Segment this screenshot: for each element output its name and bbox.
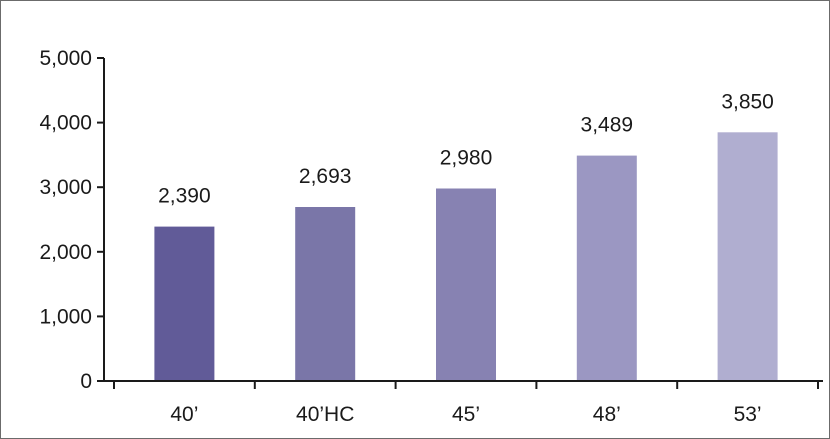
y-tick-label: 0 <box>80 370 92 393</box>
bar-1 <box>154 226 215 381</box>
y-tick-label: 3,000 <box>39 176 92 199</box>
y-tick-label: 5,000 <box>39 47 92 70</box>
x-tick-label: 40’ <box>170 403 198 426</box>
y-tick-label: 1,000 <box>39 305 92 328</box>
data-label: 3,489 <box>581 114 634 137</box>
data-label: 3,850 <box>721 90 774 113</box>
x-tick-label: 48’ <box>593 403 621 426</box>
y-tick-label: 2,000 <box>39 241 92 264</box>
bar-2 <box>295 207 356 381</box>
x-tick-label: 53’ <box>734 403 762 426</box>
bar-3 <box>436 188 496 381</box>
data-label: 2,693 <box>299 165 352 188</box>
x-tick-label: 40’HC <box>296 403 354 426</box>
bar-5 <box>717 132 778 381</box>
x-tick-label: 45’ <box>452 403 480 426</box>
data-label: 2,980 <box>440 146 493 169</box>
y-tick-label: 4,000 <box>39 112 92 135</box>
bar-4 <box>576 155 637 381</box>
data-label: 2,390 <box>158 185 211 208</box>
